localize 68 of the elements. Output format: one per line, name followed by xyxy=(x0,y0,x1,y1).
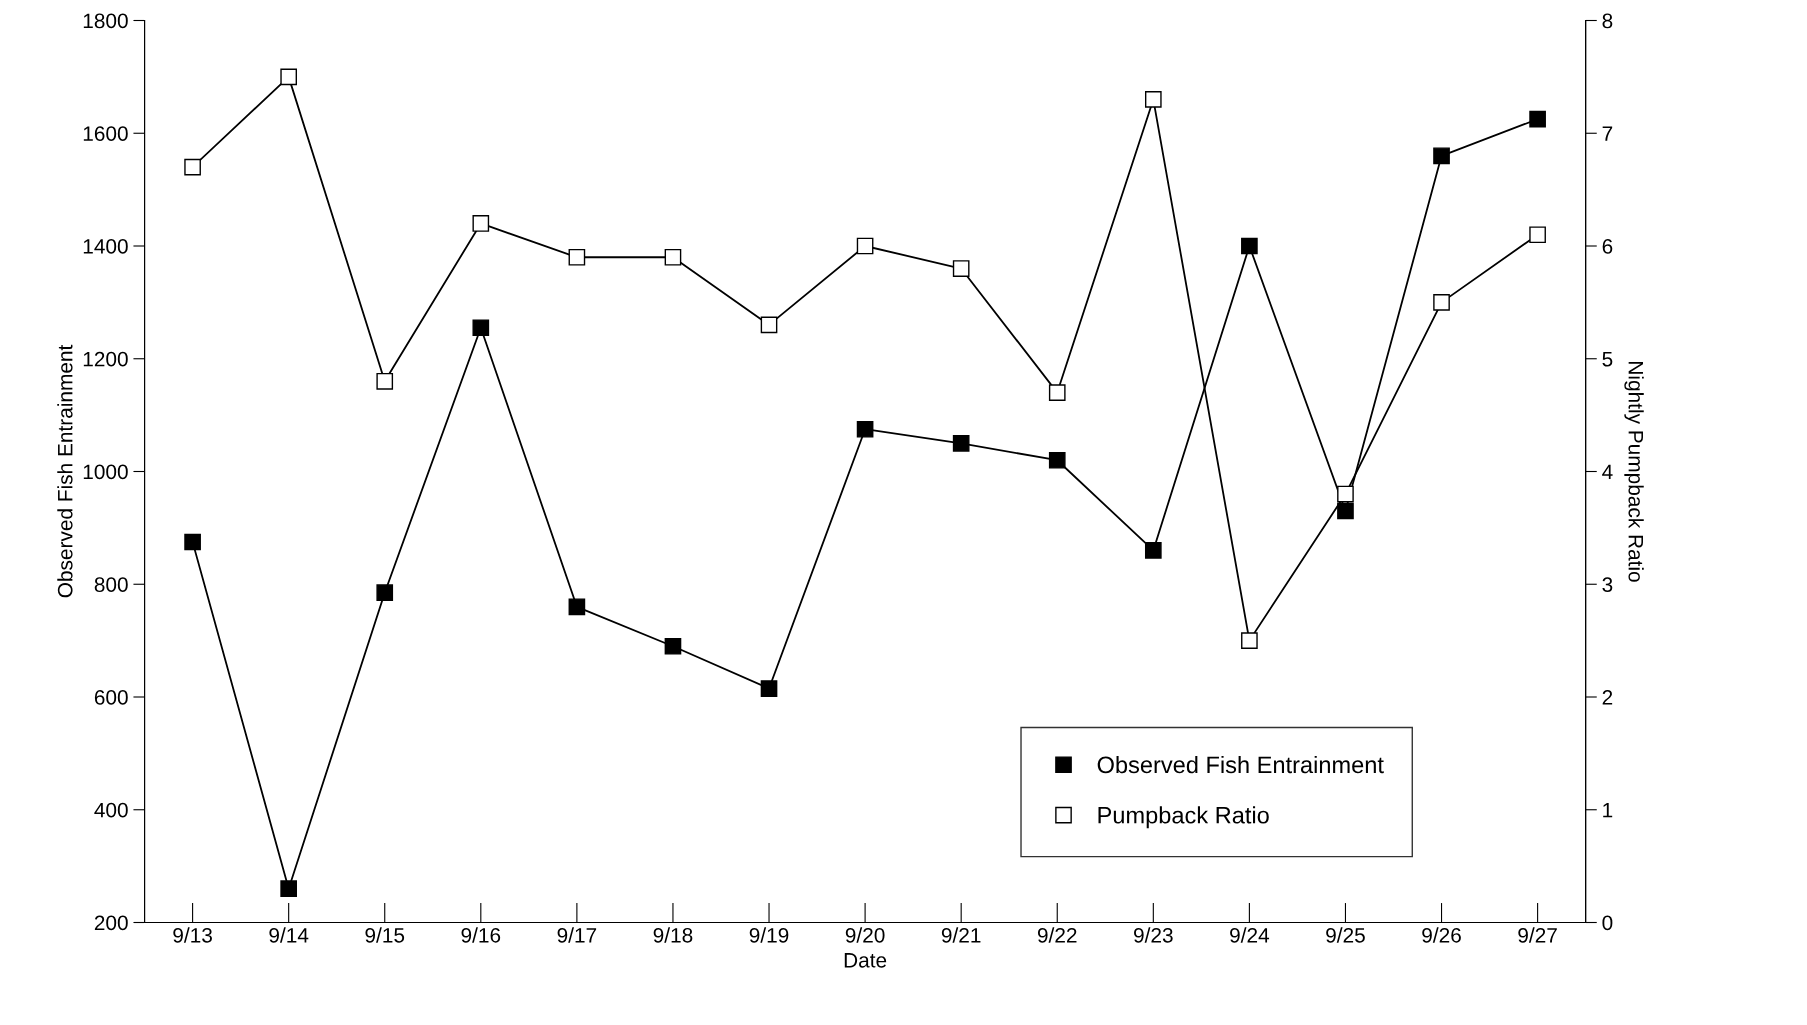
point xyxy=(1144,542,1162,559)
point xyxy=(1241,237,1258,255)
x-tick-label: 9/13 xyxy=(173,927,212,943)
y2-tick-label: 3 xyxy=(1602,577,1613,592)
y2-tick-label: 1 xyxy=(1603,802,1613,818)
point xyxy=(280,880,298,898)
point xyxy=(1529,110,1546,128)
y2-tick-label: 0 xyxy=(1602,915,1613,931)
point xyxy=(376,584,394,602)
y-tick-label: 1800 xyxy=(83,13,128,29)
point xyxy=(1048,451,1066,469)
y-tick-label: 400 xyxy=(94,802,128,818)
y2-tick-label: 4 xyxy=(1602,464,1613,480)
legend-label: Pumpback Ratio xyxy=(1098,806,1269,829)
point xyxy=(1144,91,1162,108)
x-tick-label: 9/23 xyxy=(1134,927,1173,943)
x-tick-label: 9/22 xyxy=(1037,927,1077,943)
point xyxy=(1433,147,1450,165)
x-tick-label: 9/25 xyxy=(1326,927,1365,943)
point xyxy=(760,680,778,697)
point xyxy=(856,420,874,438)
y-tick-label: 1200 xyxy=(83,351,128,367)
point xyxy=(376,372,394,390)
point xyxy=(184,533,201,551)
y-tick-label: 600 xyxy=(94,690,128,705)
point xyxy=(568,598,586,616)
point xyxy=(664,637,682,655)
point xyxy=(184,158,201,176)
x-tick-label: 9/20 xyxy=(845,927,885,943)
y2-tick-label: 6 xyxy=(1602,239,1613,254)
point xyxy=(1048,384,1066,401)
point xyxy=(568,248,586,266)
x-tick-label: 9/18 xyxy=(653,927,693,943)
point xyxy=(952,260,970,277)
x-tick-label: 9/21 xyxy=(941,927,981,943)
point xyxy=(1337,485,1354,503)
x-axis-title: Date xyxy=(844,953,887,968)
x-tick-label: 9/15 xyxy=(365,927,405,943)
y-tick-label: 200 xyxy=(94,915,128,931)
point xyxy=(472,215,490,232)
y2-tick-label: 7 xyxy=(1602,126,1613,141)
point xyxy=(664,248,682,266)
point xyxy=(1529,226,1546,244)
x-tick-label: 9/16 xyxy=(461,927,501,943)
legend-label: Observed Fish Entrainment xyxy=(1097,755,1384,774)
point xyxy=(952,434,970,452)
y2-tick-label: 2 xyxy=(1602,690,1613,705)
y2-tick-label: 5 xyxy=(1602,351,1613,367)
x-tick-label: 9/17 xyxy=(557,927,597,943)
x-tick-label: 9/24 xyxy=(1230,927,1270,943)
x-tick-label: 9/26 xyxy=(1422,927,1461,943)
point xyxy=(856,237,874,255)
y-tick-label: 1400 xyxy=(83,239,128,254)
x-tick-label: 9/19 xyxy=(749,927,789,943)
x-tick-label: 9/14 xyxy=(269,927,309,943)
y-tick-label: 1000 xyxy=(83,464,128,480)
point xyxy=(1433,294,1450,311)
y2-axis-title: Nightly Pumpback Ratio xyxy=(1624,362,1644,582)
y-tick-label: 800 xyxy=(94,577,128,592)
point xyxy=(1337,502,1354,520)
y-tick-label: 1600 xyxy=(83,126,128,141)
y2-tick-label: 8 xyxy=(1602,13,1613,29)
point xyxy=(760,316,778,334)
y-axis-title: Observed Fish Entrainment xyxy=(57,344,73,598)
point xyxy=(472,319,490,337)
point xyxy=(280,68,298,86)
point xyxy=(1241,632,1258,649)
x-tick-label: 9/27 xyxy=(1518,927,1557,943)
